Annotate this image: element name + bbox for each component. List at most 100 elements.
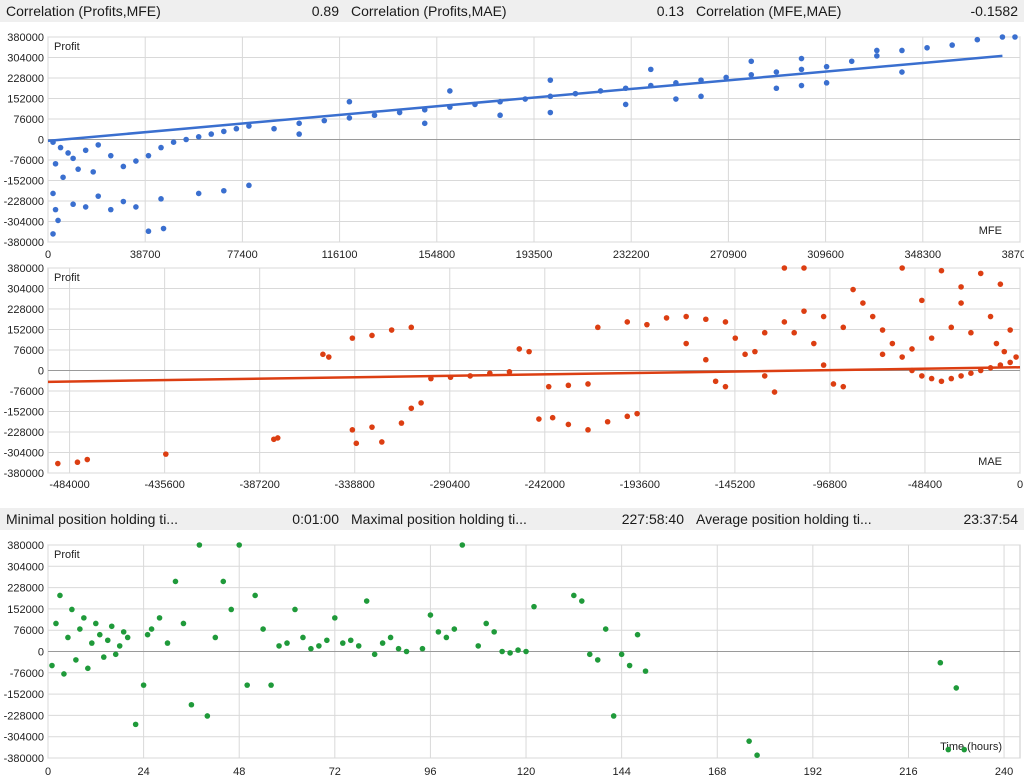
data-point bbox=[594, 657, 601, 663]
data-point bbox=[252, 592, 258, 599]
data-point bbox=[585, 427, 591, 433]
y-tick-label: -228000 bbox=[4, 196, 44, 208]
x-axis-label: MFE bbox=[979, 225, 1002, 237]
data-point bbox=[371, 112, 378, 119]
data-point bbox=[276, 643, 282, 649]
data-point bbox=[948, 324, 955, 331]
data-point bbox=[69, 606, 75, 613]
data-point bbox=[683, 340, 689, 347]
data-point bbox=[246, 182, 252, 189]
stat-label: Maximal position holding ti... bbox=[351, 511, 527, 527]
x-tick-label: 348300 bbox=[904, 249, 941, 261]
data-point bbox=[70, 155, 76, 162]
data-point bbox=[565, 421, 572, 428]
data-point bbox=[781, 265, 788, 271]
x-tick-label: 168 bbox=[708, 766, 726, 778]
data-point bbox=[145, 228, 152, 235]
data-point bbox=[909, 346, 915, 352]
data-point bbox=[483, 620, 489, 627]
data-point bbox=[53, 620, 59, 627]
x-tick-label: 72 bbox=[329, 766, 341, 778]
data-point bbox=[874, 47, 880, 54]
y-tick-label: 304000 bbox=[7, 53, 44, 65]
data-point bbox=[761, 329, 768, 336]
data-point bbox=[879, 327, 886, 333]
data-point bbox=[95, 193, 102, 199]
data-point bbox=[958, 300, 964, 306]
data-point bbox=[120, 163, 127, 170]
data-point bbox=[65, 634, 71, 641]
data-point bbox=[722, 319, 729, 325]
stat-value: 23:37:54 bbox=[963, 511, 1019, 527]
stat-label: Correlation (MFE,MAE) bbox=[696, 3, 842, 19]
data-point bbox=[70, 201, 76, 208]
data-point bbox=[388, 327, 395, 333]
data-point bbox=[928, 335, 935, 341]
y-tick-label: -76000 bbox=[10, 668, 44, 680]
stat-corr-profits-mfe: Correlation (Profits,MFE) 0.89 bbox=[0, 0, 345, 22]
data-point bbox=[133, 204, 139, 210]
data-point bbox=[889, 340, 896, 347]
stat-value: 227:58:40 bbox=[621, 511, 684, 527]
data-point bbox=[196, 542, 203, 548]
data-point bbox=[595, 324, 601, 331]
data-point bbox=[104, 637, 111, 644]
data-point bbox=[396, 109, 403, 116]
data-point bbox=[712, 378, 719, 385]
data-point bbox=[246, 123, 252, 129]
data-point bbox=[435, 629, 442, 635]
x-tick-label: -484000 bbox=[49, 479, 89, 491]
x-tick-label: -96800 bbox=[813, 479, 847, 491]
data-point bbox=[801, 265, 807, 271]
data-point bbox=[1013, 354, 1019, 360]
trend-line bbox=[47, 54, 1003, 143]
data-point bbox=[673, 96, 679, 102]
data-point bbox=[752, 348, 758, 355]
data-point bbox=[308, 645, 314, 652]
data-point bbox=[355, 643, 362, 649]
x-tick-label: -387200 bbox=[239, 479, 279, 491]
x-tick-label: 270900 bbox=[710, 249, 747, 261]
data-point bbox=[536, 416, 542, 422]
x-tick-label: 192 bbox=[804, 766, 822, 778]
data-point bbox=[968, 329, 974, 336]
x-tick-label: 24 bbox=[137, 766, 149, 778]
data-point bbox=[948, 375, 955, 382]
data-point bbox=[732, 335, 739, 341]
data-point bbox=[183, 136, 189, 143]
data-point bbox=[188, 701, 195, 708]
data-point bbox=[840, 383, 847, 390]
data-point bbox=[447, 88, 453, 94]
y-tick-label: 228000 bbox=[7, 583, 44, 595]
data-point bbox=[459, 542, 466, 548]
data-point bbox=[408, 405, 415, 412]
trend-line bbox=[47, 366, 1021, 384]
data-point bbox=[545, 383, 552, 390]
data-point bbox=[49, 662, 55, 669]
data-point bbox=[938, 267, 945, 274]
data-point bbox=[421, 120, 428, 127]
y-tick-label: 76000 bbox=[13, 345, 44, 357]
data-point bbox=[349, 427, 356, 433]
x-tick-label: 232200 bbox=[613, 249, 650, 261]
data-point bbox=[346, 98, 353, 105]
data-point bbox=[526, 348, 532, 355]
stat-label: Average position holding ti... bbox=[696, 511, 872, 527]
data-point bbox=[100, 654, 107, 660]
data-point bbox=[90, 169, 97, 175]
x-tick-label: 387000 bbox=[1002, 249, 1024, 261]
data-point bbox=[124, 634, 131, 641]
stats-bar-top: Correlation (Profits,MFE) 0.89 Correlati… bbox=[0, 0, 1024, 22]
y-axis-label: Profit bbox=[54, 41, 80, 53]
data-point bbox=[798, 55, 805, 62]
data-point bbox=[997, 281, 1004, 287]
data-point bbox=[644, 321, 650, 328]
data-point bbox=[208, 131, 215, 137]
y-tick-label: 304000 bbox=[7, 284, 44, 296]
data-point bbox=[81, 615, 87, 621]
data-point bbox=[961, 746, 968, 753]
data-point bbox=[419, 645, 426, 652]
stat-label: Correlation (Profits,MAE) bbox=[351, 3, 507, 19]
data-point bbox=[271, 125, 277, 132]
data-point bbox=[604, 418, 611, 425]
